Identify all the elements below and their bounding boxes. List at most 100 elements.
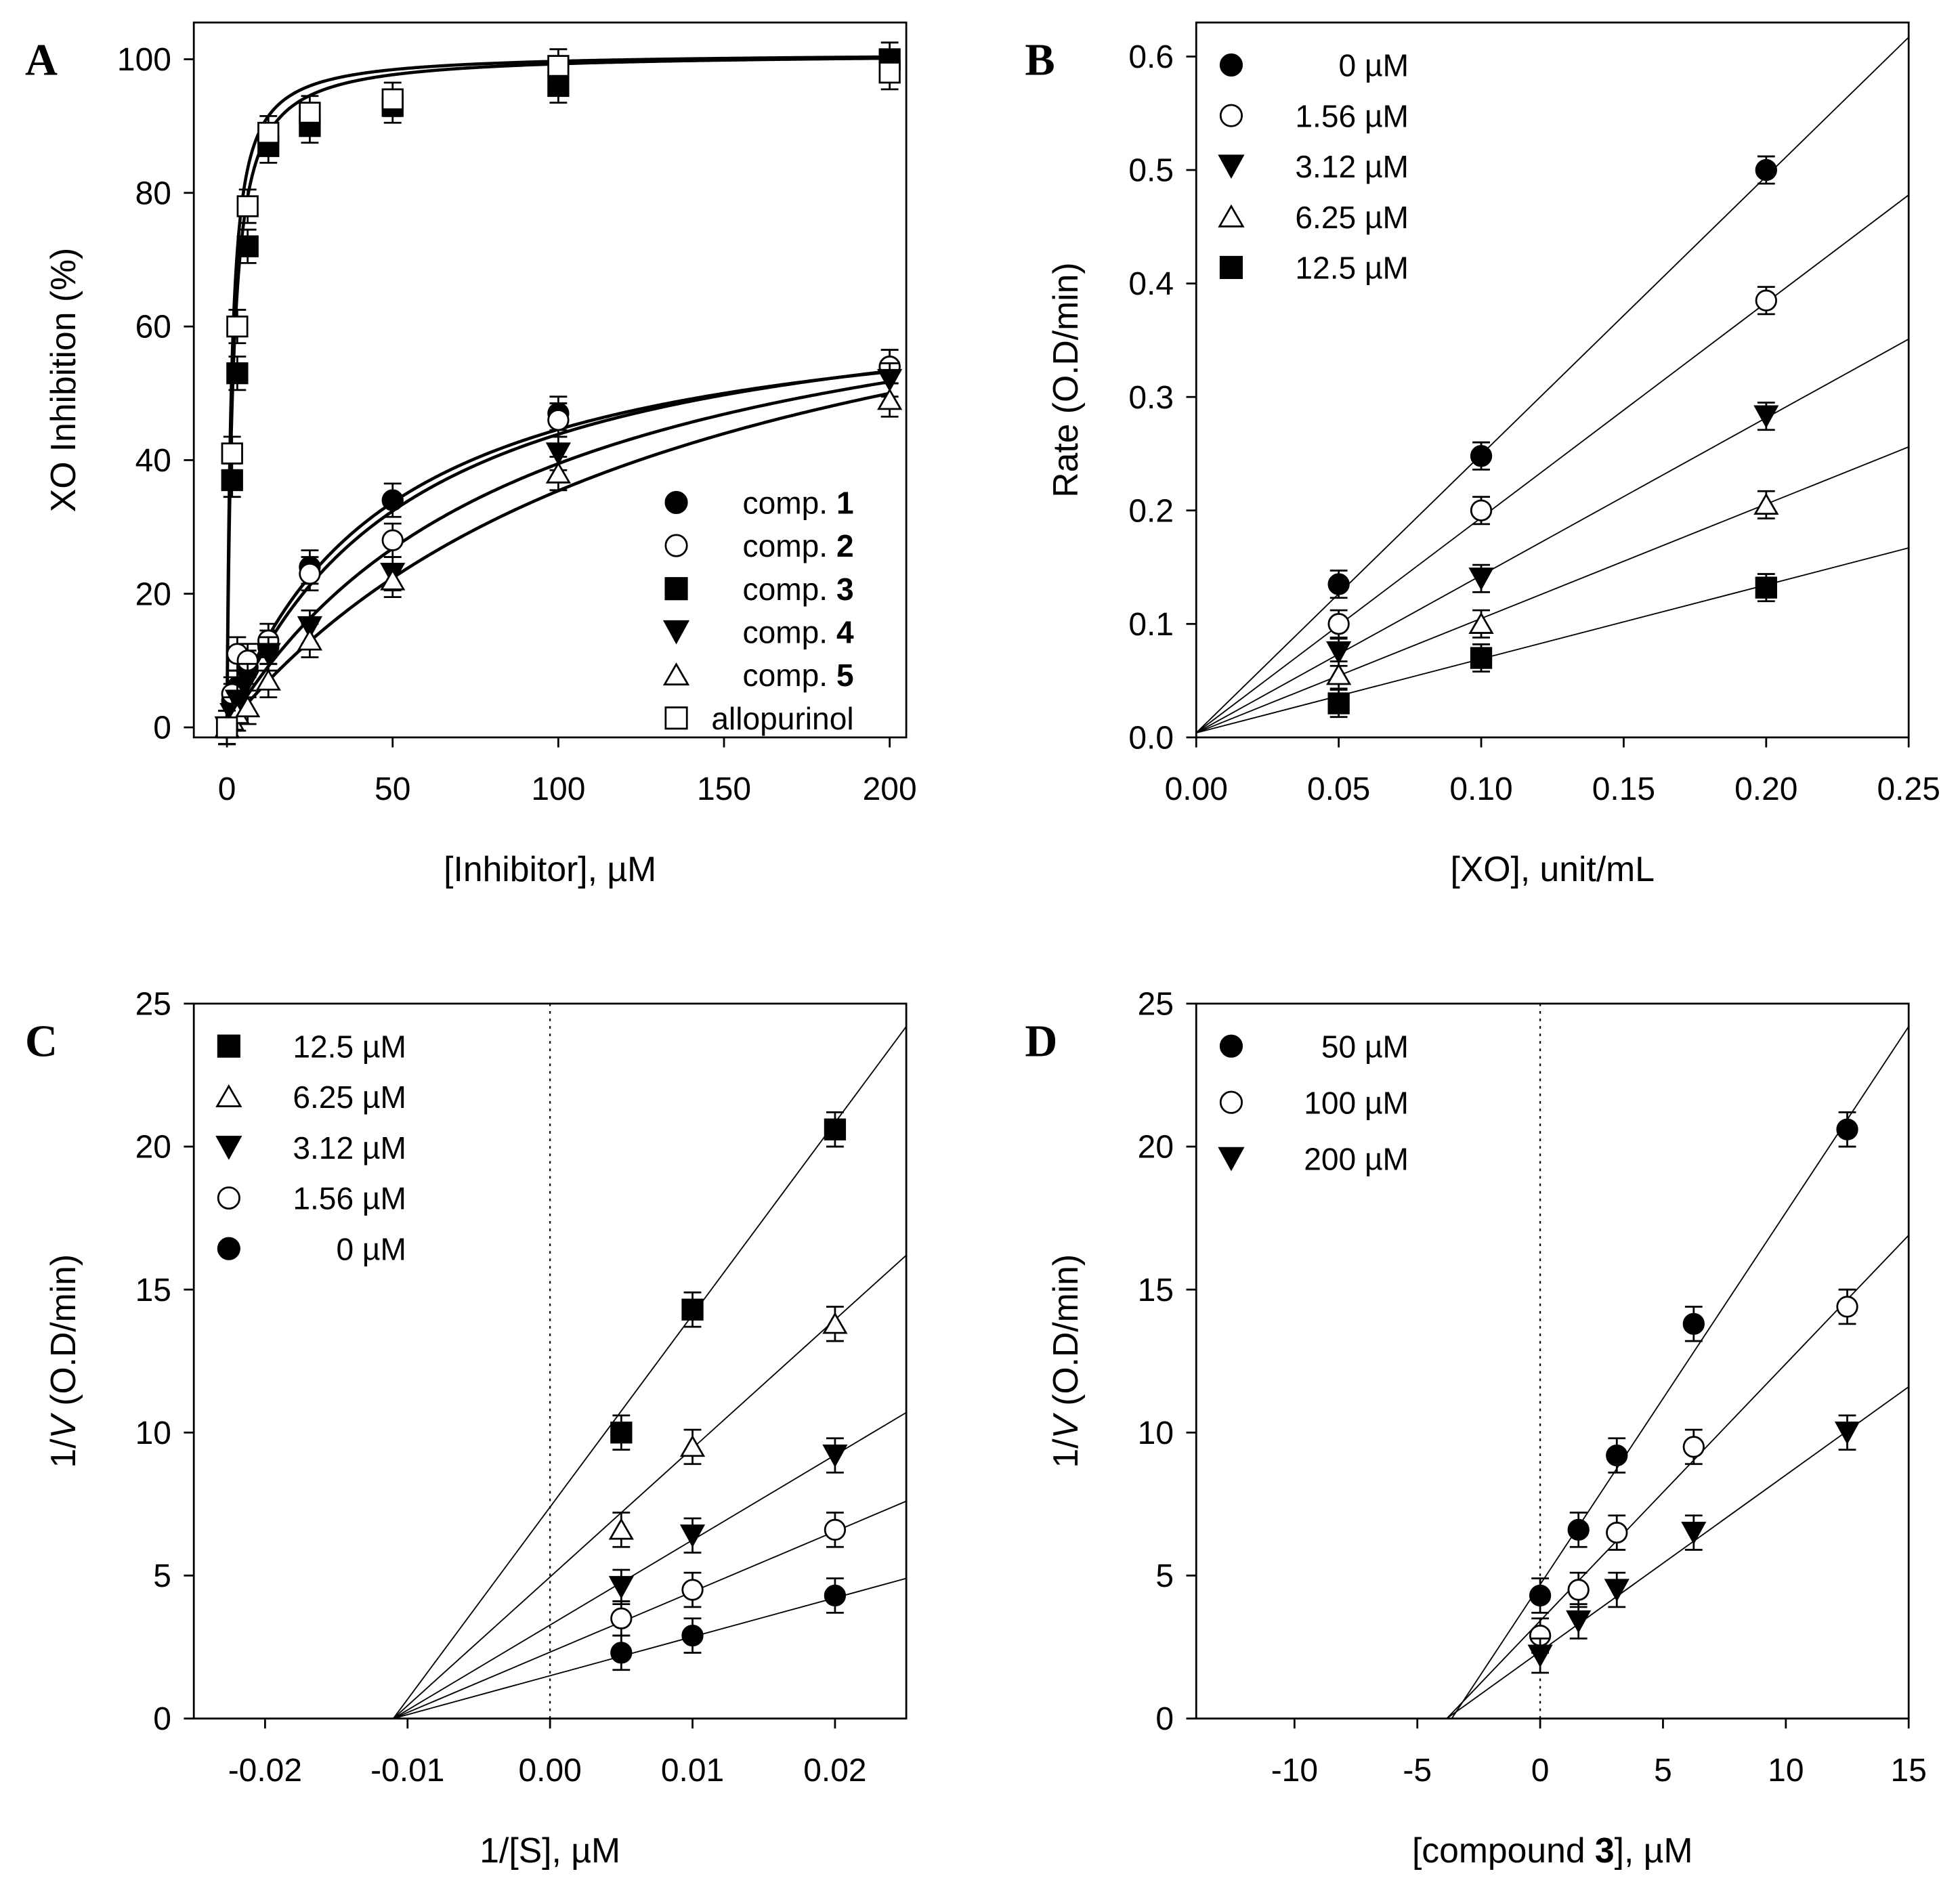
y-tick-label: 10 <box>1138 1415 1174 1451</box>
legend-label-number: 5 <box>836 658 854 693</box>
data-point <box>1326 641 1352 664</box>
x-tick-label: -10 <box>1271 1753 1318 1789</box>
plot-frame <box>1195 1002 1910 1720</box>
data-point <box>681 1298 704 1321</box>
legend-label: comp. 4 <box>743 615 854 650</box>
x-tick-label: 10 <box>1768 1753 1804 1789</box>
y-tick-label: 0.4 <box>1128 266 1174 302</box>
panel-b: B 0.00 0.05 0.10 0.15 0.20 0.25 0.0 0.1 0.2 0.3 0.4… <box>1025 21 1940 889</box>
data-point <box>1681 1521 1707 1545</box>
fit-curve <box>225 56 890 728</box>
x-tick-label: 15 <box>1891 1753 1927 1789</box>
y-tick-label: 0.5 <box>1128 153 1174 189</box>
legend-label: comp. 5 <box>743 658 854 693</box>
data-point <box>610 1607 633 1629</box>
data-point <box>547 409 570 431</box>
data-point <box>822 1444 848 1468</box>
legend-marker <box>217 1237 240 1260</box>
legend-marker <box>1219 255 1243 280</box>
data-point <box>545 461 572 484</box>
legend-marker <box>662 662 690 686</box>
x-tick-label: 0.02 <box>803 1753 866 1789</box>
data-point <box>1468 568 1494 591</box>
fit-line <box>393 1254 907 1720</box>
y-tick-label: 0 <box>1155 1701 1174 1737</box>
x-tick-label: 0.10 <box>1449 771 1512 807</box>
legend-marker <box>664 490 688 514</box>
legend-label-text: 3.12 µM <box>293 1130 406 1166</box>
data-point <box>1753 492 1779 515</box>
legend-label-text: comp. <box>743 528 836 563</box>
data-point <box>257 121 280 144</box>
data-point <box>380 568 406 591</box>
x-axis-label: 1/[S], µM <box>480 1831 620 1870</box>
legend-label-text: 100 µM <box>1304 1085 1409 1120</box>
x-tick-label: 50 <box>375 771 410 807</box>
data-point <box>1327 613 1350 635</box>
legend-label-text: allopurinol <box>711 701 853 736</box>
legend-label: 100 µM <box>1304 1085 1409 1120</box>
legend-label-text: comp. <box>743 572 836 607</box>
data-point <box>1470 647 1493 669</box>
legend-label: 12.5 µM <box>1295 251 1409 286</box>
fit-line <box>1195 194 1909 733</box>
data-point <box>381 529 404 551</box>
y-axis-label-part: 1/ <box>43 1438 83 1468</box>
y-tick-label: 80 <box>135 175 171 211</box>
legend-marker <box>1219 1090 1243 1114</box>
legend: 50 µM 100 µM 200 µM <box>1218 1029 1409 1176</box>
y-axis-label-part: (O.D/min) <box>43 1254 83 1415</box>
data-point <box>1529 1584 1552 1607</box>
data-point <box>236 235 259 257</box>
legend-label: 200 µM <box>1304 1141 1409 1176</box>
legend-label-text: 6.25 µM <box>1295 200 1409 235</box>
data-point <box>215 716 238 739</box>
x-axis-label: [Inhibitor], µM <box>444 849 656 889</box>
data-point <box>1567 1579 1590 1601</box>
data-point <box>547 55 570 77</box>
data-point <box>1836 1118 1858 1140</box>
legend-label-number: 3 <box>836 572 854 607</box>
x-axis-label-part: 3 <box>1595 1831 1615 1870</box>
data-point <box>610 1642 633 1664</box>
y-tick-label: 5 <box>153 1558 171 1594</box>
legend-label: comp. 2 <box>743 528 854 563</box>
data-point <box>299 102 321 124</box>
legend-label-number: 1 <box>836 485 854 520</box>
panel-label: D <box>1025 1017 1057 1066</box>
legend-label: 50 µM <box>1321 1029 1409 1064</box>
legend-marker <box>664 534 688 557</box>
data-point <box>297 628 323 651</box>
data-point <box>877 388 903 410</box>
y-tick-label: 25 <box>1138 987 1174 1023</box>
data-point <box>1326 663 1352 685</box>
x-tick-label: 0.00 <box>1165 771 1228 807</box>
legend-label-text: 6.25 µM <box>293 1080 406 1115</box>
legend-label-text: comp. <box>743 485 836 520</box>
fit-line <box>393 1500 907 1720</box>
data-point <box>822 1312 848 1334</box>
x-axis-label: [XO], unit/mL <box>1451 849 1655 889</box>
legend-label: allopurinol <box>711 701 853 736</box>
data-point <box>221 442 243 465</box>
data-point <box>1470 499 1493 521</box>
data-point <box>1604 1579 1629 1602</box>
y-axis-label: XO Inhibition (%) <box>43 248 83 512</box>
legend-marker <box>1219 53 1243 77</box>
y-tick-label: 0.1 <box>1128 607 1174 643</box>
x-tick-label: 0.20 <box>1734 771 1797 807</box>
legend-label-text: 1.56 µM <box>293 1181 406 1216</box>
fit-line <box>1446 1235 1909 1720</box>
data-point <box>824 1518 847 1541</box>
y-tick-label: 25 <box>135 987 171 1023</box>
data-point <box>824 1584 847 1607</box>
y-tick-label: 0.6 <box>1128 39 1174 75</box>
data-point <box>1834 1422 1860 1445</box>
legend-marker <box>217 1186 240 1210</box>
data-point <box>1753 405 1779 429</box>
x-tick-label: 0.25 <box>1877 771 1940 807</box>
legend-marker <box>664 577 688 601</box>
legend-label-number: 4 <box>836 615 854 650</box>
legend-marker <box>217 1034 240 1058</box>
